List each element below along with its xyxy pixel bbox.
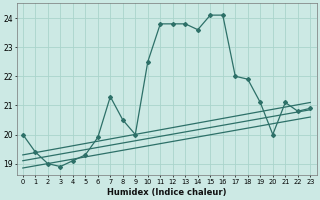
X-axis label: Humidex (Indice chaleur): Humidex (Indice chaleur) [107, 188, 226, 197]
